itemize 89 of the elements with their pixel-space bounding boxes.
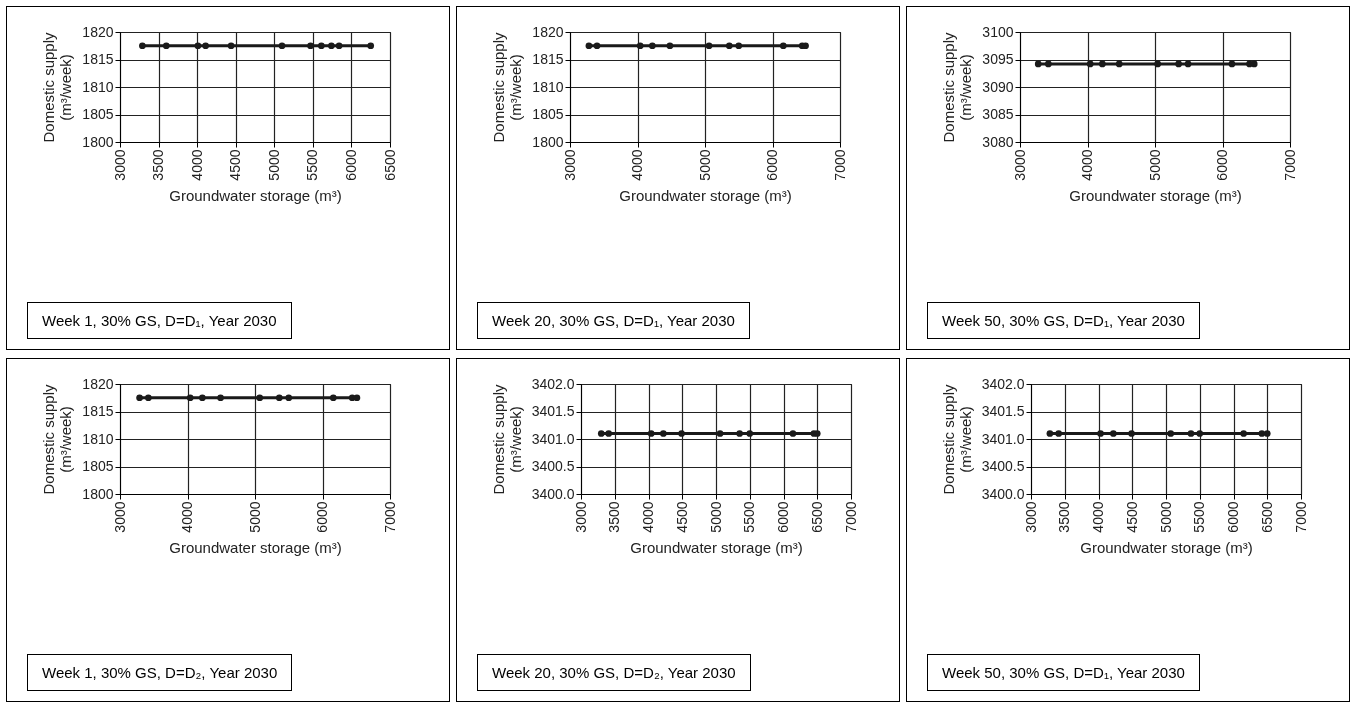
x-tick-label: 4500 bbox=[227, 149, 244, 181]
x-tick-label: 6500 bbox=[808, 501, 825, 533]
x-tick-label: 6000 bbox=[342, 149, 359, 181]
y-axis-title: Domestic supply (m³/week) bbox=[939, 383, 974, 495]
y-tick-label: 1815 bbox=[82, 403, 114, 419]
y-tick-label: 1805 bbox=[82, 106, 114, 122]
x-tick-label: 4000 bbox=[179, 501, 195, 533]
y-axis-title: Domestic supply (m³/week) bbox=[40, 31, 75, 143]
x-tick-label: 7000 bbox=[1292, 501, 1309, 533]
y-tick-label: 3100 bbox=[982, 23, 1014, 40]
y-tick-label: 3402.0 bbox=[981, 375, 1025, 392]
x-tick-label: 3000 bbox=[111, 501, 128, 533]
y-axis-title: Domestic supply (m³/week) bbox=[40, 383, 75, 495]
x-tick-label: 5500 bbox=[741, 501, 758, 533]
x-tick-label: 4500 bbox=[1123, 501, 1140, 533]
y-tick-label: 3401.0 bbox=[981, 430, 1025, 447]
x-tick-label: 6000 bbox=[775, 501, 791, 533]
x-tick-label: 3500 bbox=[150, 149, 167, 181]
y-tick-label: 3400.0 bbox=[531, 485, 575, 502]
x-tick-label: 3000 bbox=[561, 149, 578, 181]
x-tick-label: 6000 bbox=[1214, 149, 1230, 181]
x-tick-label: 5000 bbox=[1146, 149, 1163, 181]
x-tick-label: 7000 bbox=[831, 149, 848, 181]
x-tick-label: 6000 bbox=[1225, 501, 1241, 533]
y-tick-label: 1815 bbox=[532, 51, 564, 67]
y-tick-label: 1800 bbox=[532, 133, 564, 150]
y-tick-label: 3401.5 bbox=[981, 403, 1025, 419]
y-axis-title: Domestic supply (m³/week) bbox=[940, 31, 975, 143]
x-axis-title: Groundwater storage (m³) bbox=[630, 538, 803, 556]
text: Week 50, 30% GS, D=D₁, Year 2030 bbox=[927, 302, 1200, 339]
text: Week 20, 30% GS, D=D₂, Year 2030 bbox=[477, 654, 751, 691]
x-tick-label: 5000 bbox=[265, 149, 282, 181]
text: Week 1, 30% GS, D=D₂, Year 2030 bbox=[27, 654, 293, 691]
text: Week 50, 30% GS, D=D₁, Year 2030 bbox=[927, 654, 1200, 691]
x-tick-label: 5000 bbox=[707, 501, 724, 533]
x-tick-label: 3500 bbox=[1056, 501, 1073, 533]
x-tick-label: 4000 bbox=[629, 149, 645, 181]
x-axis-title: Groundwater storage (m³) bbox=[1080, 538, 1253, 556]
x-axis-title: Groundwater storage (m³) bbox=[169, 538, 342, 556]
y-tick-label: 1810 bbox=[82, 78, 114, 95]
y-tick-label: 1805 bbox=[532, 106, 564, 122]
x-tick-label: 4000 bbox=[1079, 149, 1095, 181]
x-tick-label: 5500 bbox=[304, 149, 321, 181]
x-tick-label: 3000 bbox=[1011, 149, 1028, 181]
y-tick-label: 1805 bbox=[82, 458, 114, 474]
y-tick-label: 3401.0 bbox=[531, 430, 575, 447]
text: Week 20, 30% GS, D=D₁, Year 2030 bbox=[477, 302, 750, 339]
x-tick-label: 4000 bbox=[640, 501, 656, 533]
y-tick-label: 3095 bbox=[982, 51, 1014, 67]
x-tick-label: 4000 bbox=[188, 149, 205, 181]
y-tick-label: 3400.0 bbox=[981, 485, 1025, 502]
x-axis-title: Groundwater storage (m³) bbox=[169, 186, 342, 204]
y-axis-title: Domestic supply (m³/week) bbox=[489, 383, 524, 495]
x-tick-label: 7000 bbox=[381, 501, 398, 533]
y-tick-label: 3090 bbox=[982, 78, 1014, 95]
x-tick-label: 6000 bbox=[314, 501, 330, 533]
y-tick-label: 1820 bbox=[82, 23, 114, 40]
y-tick-label: 1820 bbox=[532, 23, 564, 40]
x-tick-label: 7000 bbox=[842, 501, 859, 533]
y-tick-label: 3080 bbox=[982, 133, 1014, 150]
y-tick-label: 3401.5 bbox=[531, 403, 575, 419]
x-tick-label: 5000 bbox=[246, 501, 263, 533]
x-tick-label: 3500 bbox=[606, 501, 623, 533]
x-axis-title: Groundwater storage (m³) bbox=[619, 186, 792, 204]
x-tick-label: 3000 bbox=[1022, 501, 1039, 533]
x-tick-label: 5000 bbox=[696, 149, 713, 181]
x-tick-label: 6500 bbox=[1258, 501, 1275, 533]
y-tick-label: 1810 bbox=[532, 78, 564, 95]
x-tick-label: 6500 bbox=[381, 149, 398, 181]
text: Week 1, 30% GS, D=D₁, Year 2030 bbox=[27, 302, 292, 339]
x-tick-label: 5000 bbox=[1157, 501, 1174, 533]
y-tick-label: 1820 bbox=[82, 375, 114, 392]
x-tick-label: 3000 bbox=[111, 149, 128, 181]
y-tick-label: 3085 bbox=[982, 106, 1014, 122]
y-tick-label: 1800 bbox=[82, 133, 114, 150]
x-tick-label: 4000 bbox=[1090, 501, 1106, 533]
x-tick-label: 3000 bbox=[572, 501, 589, 533]
y-tick-label: 3400.5 bbox=[981, 458, 1025, 474]
x-tick-label: 4500 bbox=[673, 501, 690, 533]
y-tick-label: 1800 bbox=[82, 485, 114, 502]
y-tick-label: 1815 bbox=[82, 51, 114, 67]
x-tick-label: 5500 bbox=[1191, 501, 1208, 533]
x-axis-title: Groundwater storage (m³) bbox=[1069, 186, 1242, 204]
y-tick-label: 3402.0 bbox=[531, 375, 575, 392]
y-tick-label: 1810 bbox=[82, 430, 114, 447]
x-tick-label: 6000 bbox=[764, 149, 780, 181]
y-axis-title: Domestic supply (m³/week) bbox=[490, 31, 525, 143]
x-tick-label: 7000 bbox=[1281, 149, 1298, 181]
y-tick-label: 3400.5 bbox=[531, 458, 575, 474]
